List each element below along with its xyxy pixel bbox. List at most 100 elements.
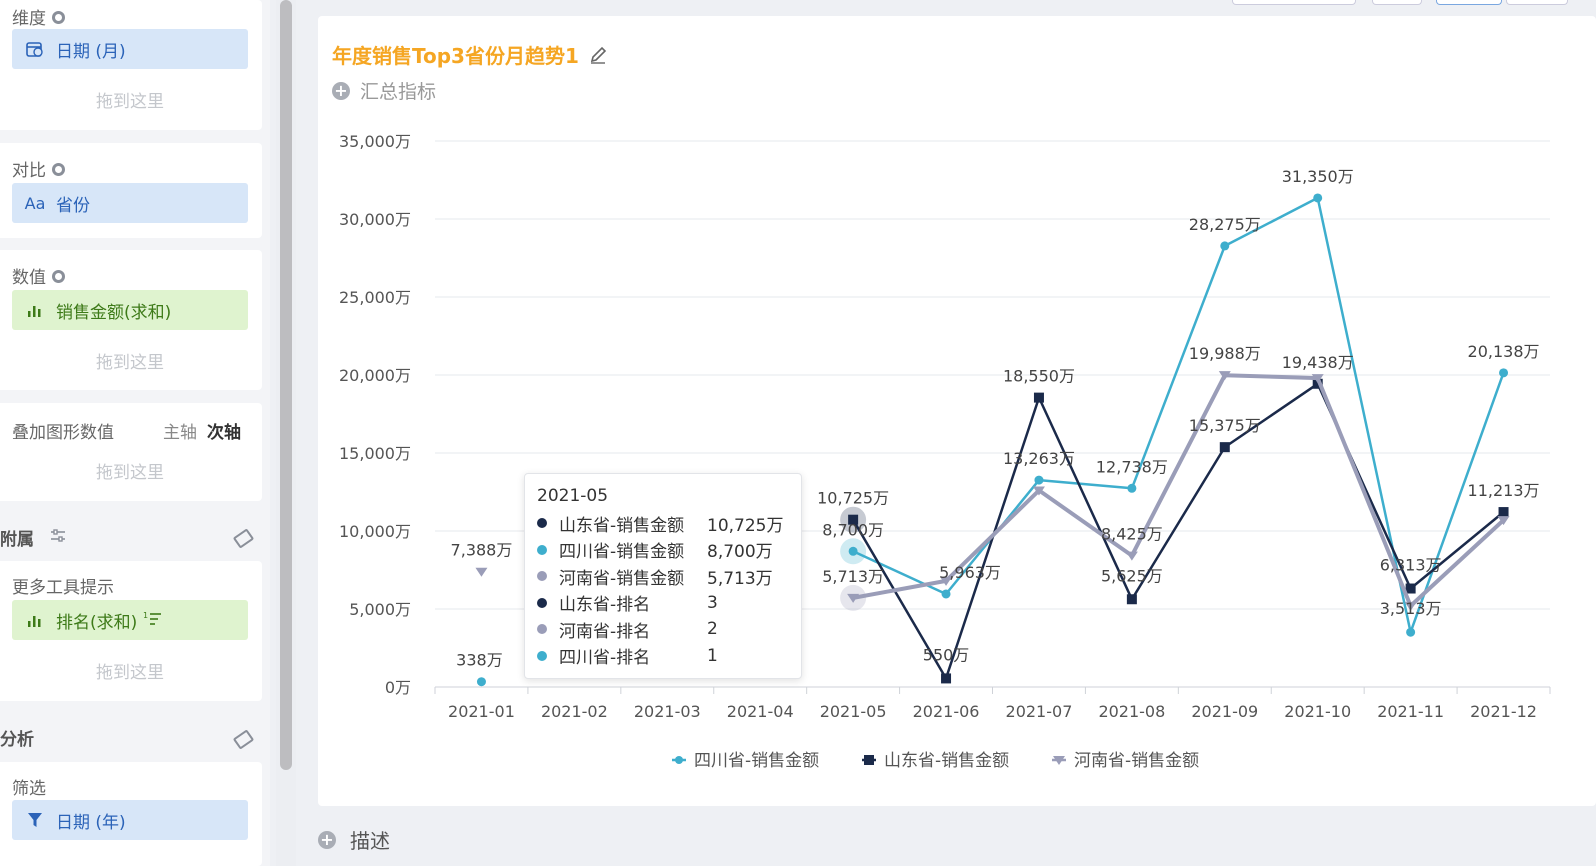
data-label: 3,513万 [1380,599,1442,618]
data-point [476,677,486,687]
pencil-icon[interactable] [589,46,607,64]
secondary-axis-toggle[interactable]: 次轴 [207,423,241,443]
filter-icon [24,812,46,828]
legend-label: 四川省-销售金额 [694,751,819,771]
description-button[interactable]: + 描述 [318,825,390,854]
y-tick-label: 5,000万 [349,600,411,619]
data-point [1032,486,1045,496]
x-tick-label: 2021-10 [1284,702,1351,721]
tooltip-series-name: 山东省-排名 [559,595,651,616]
data-point [1404,601,1417,611]
data-point [1220,241,1230,251]
summary-metrics-label: 汇总指标 [360,81,437,103]
sort-icon[interactable]: 1 [143,610,163,631]
y-tick-label: 30,000万 [339,210,411,229]
compare-field-pill[interactable]: Aa 省份 [12,183,248,223]
y-tick-label: 25,000万 [339,288,411,307]
compare-field-label: 省份 [56,195,90,216]
data-point [1127,483,1137,493]
series-dot-icon [537,624,547,635]
data-label: 10,725万 [817,489,889,508]
toolbar-button[interactable] [1506,0,1568,5]
dimension-field-pill[interactable]: 日期 (月) [12,29,248,69]
dimension-section-title: 维度 [12,4,65,29]
legend-label: 山东省-销售金额 [884,751,1009,771]
tooltip-value: 5,713万 [707,568,773,589]
x-tick-label: 2021-11 [1377,702,1444,721]
data-point [1126,594,1137,605]
data-point [1499,368,1509,378]
values-title: 数值 [12,268,46,288]
data-point [475,567,488,577]
tooltip-series-name: 河南省-销售金额 [559,568,685,589]
data-label: 5,713万 [822,567,884,586]
data-point [941,673,952,684]
gear-icon[interactable] [52,270,65,283]
y-tick-label: 15,000万 [339,444,411,463]
tooltip-fields-drop-zone[interactable]: 拖到这里 [96,663,164,683]
summary-metrics-button[interactable]: + 汇总指标 [332,77,436,104]
data-label: 338万 [456,651,503,670]
data-point [1311,374,1324,384]
analysis-title: 分析 [0,730,34,750]
rank-field-pill[interactable]: 排名(求和) 1 [12,600,248,640]
filter-field-pill[interactable]: 日期 (年) [12,800,248,840]
tooltip-row: 河南省-排名 2 [537,616,789,643]
values-field-pill[interactable]: 销售金额(求和) [12,290,248,330]
description-label: 描述 [350,829,390,853]
data-point [1313,193,1323,203]
y-tick-label: 10,000万 [339,522,411,541]
y-tick-label: 35,000万 [339,132,411,151]
gear-icon[interactable] [52,163,65,176]
data-point [1219,442,1230,453]
bar-chart-icon [24,612,46,628]
chart-title[interactable]: 年度销售Top3省份月趋势1 [332,40,607,69]
filter-field-label: 日期 (年) [56,812,126,833]
legend-marker [1053,756,1065,765]
data-labels: 338万 8,700万 5,963万 13,263万 12,738万 28,275万 31,… [451,167,1540,670]
toolbar-button[interactable] [1232,0,1356,5]
y-tick-label: 0万 [385,678,411,697]
data-label: 12,738万 [1096,457,1168,476]
chart-title-text: 年度销售Top3省份月趋势1 [332,44,579,68]
data-point [1312,378,1323,389]
data-label: 19,438万 [1282,353,1354,372]
data-point [847,593,860,603]
data-label: 31,350万 [1282,167,1354,186]
config-panel: 维度 日期 (月) 拖到这里 对比 Aa 省份 数值 销售金额(求和) 拖到这里… [0,0,270,866]
data-point [1034,475,1044,485]
series-line [852,373,1505,608]
data-point [941,589,951,599]
data-point [848,546,858,556]
toolbar-button[interactable] [1372,0,1422,5]
series-dot-icon [537,650,547,661]
primary-axis-toggle[interactable]: 主轴 [163,423,197,443]
x-tick-label: 2021-07 [1006,702,1073,721]
attachment-section-title: 附属 [0,525,66,550]
compare-title: 对比 [12,161,46,181]
data-point [1497,516,1510,526]
scrollbar[interactable] [280,0,292,770]
attachment-title: 附属 [0,530,34,550]
data-label: 550万 [923,645,970,664]
dimension-drop-zone[interactable]: 拖到这里 [96,92,164,112]
dimension-title: 维度 [12,9,46,29]
data-label: 8,425万 [1101,525,1163,544]
tooltip-series-name: 四川省-销售金额 [559,542,685,563]
rank-field-label: 排名(求和) [56,612,138,633]
data-label: 5,625万 [1101,566,1163,585]
toolbar-button[interactable] [1436,0,1502,5]
data-point [1125,551,1138,561]
legend-marker [864,755,874,765]
legend[interactable]: 四川省-销售金额 山东省-销售金额 河南省-销售金额 [672,751,1199,771]
tooltip-row: 四川省-销售金额 8,700万 [537,537,789,564]
tooltip-value: 3 [707,592,718,613]
gear-icon[interactable] [52,11,65,24]
tooltip-value: 8,700万 [707,542,773,563]
overlay-drop-zone[interactable]: 拖到这里 [96,463,164,483]
values-drop-zone[interactable]: 拖到这里 [96,353,164,373]
sliders-icon[interactable] [50,528,66,548]
tooltip-row: 山东省-销售金额 10,725万 [537,510,789,537]
tooltip-series-name: 山东省-销售金额 [559,515,685,536]
series-dot-icon [537,518,547,529]
